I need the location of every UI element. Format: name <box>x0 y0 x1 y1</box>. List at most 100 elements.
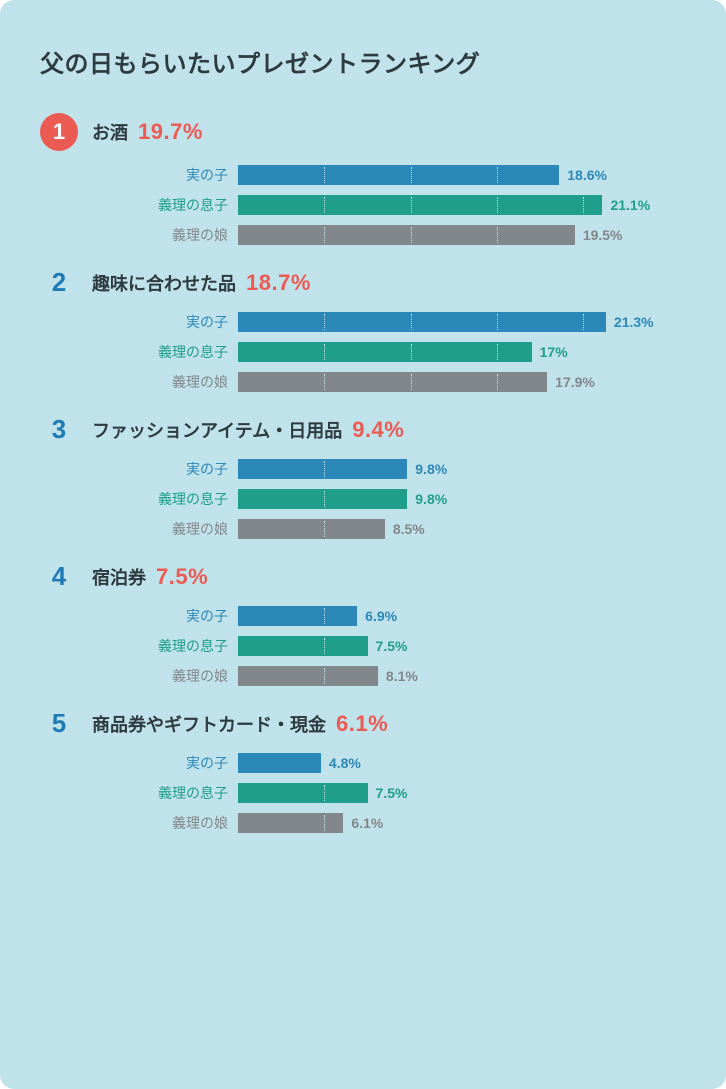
bar-value: 9.8% <box>415 461 447 477</box>
rank-block: 1 お酒 19.7% 実の子 18.6% 義理の息子21.1% 義理の娘 19.5% <box>40 113 686 245</box>
bar-fill <box>238 783 368 803</box>
rank-number: 3 <box>40 414 78 445</box>
rank-header: 2 趣味に合わせた品 18.7% <box>40 267 686 298</box>
bars-group: 実の子9.8%義理の息子9.8%義理の娘8.5% <box>40 459 686 539</box>
bar-value: 17.9% <box>555 374 595 390</box>
bar-row: 義理の娘 8.1% <box>58 666 686 686</box>
bar-label: 義理の娘 <box>58 372 238 392</box>
bar-label: 義理の息子 <box>58 783 238 803</box>
bar-fill <box>238 753 321 773</box>
bar-row: 義理の息子 7.5% <box>58 636 686 656</box>
bar-fill <box>238 813 343 833</box>
bar-value: 19.5% <box>583 227 623 243</box>
bar-row: 実の子 6.9% <box>58 606 686 626</box>
bar-fill <box>238 459 407 479</box>
bar-value: 7.5% <box>376 638 408 654</box>
bar-row: 実の子 4.8% <box>58 753 686 773</box>
bar-label: 義理の息子 <box>58 342 238 362</box>
bar-row: 実の子 21.3% <box>58 312 686 332</box>
bar-fill <box>238 489 407 509</box>
rank-block: 3ファッションアイテム・日用品9.4%実の子9.8%義理の息子9.8%義理の娘8… <box>40 414 686 539</box>
bar-row: 義理の娘 19.5% <box>58 225 686 245</box>
bar-track <box>238 813 343 833</box>
bar-label: 実の子 <box>58 606 238 626</box>
rank-percent: 6.1% <box>336 711 388 737</box>
bar-track <box>238 666 378 686</box>
bars-group: 実の子 4.8% 義理の息子 7.5% 義理の娘 6.1% <box>40 753 686 833</box>
bar-track <box>238 489 407 509</box>
bar-row: 義理の息子 17% <box>58 342 686 362</box>
bar-row: 義理の息子9.8% <box>58 489 686 509</box>
bar-value: 6.1% <box>351 815 383 831</box>
rank-label: お酒 <box>92 119 128 145</box>
bar-label: 義理の娘 <box>58 225 238 245</box>
bar-track <box>238 372 547 392</box>
bar-row: 義理の娘 6.1% <box>58 813 686 833</box>
bar-value: 21.1% <box>610 197 650 213</box>
bars-group: 実の子 18.6% 義理の息子21.1% 義理の娘 19.5% <box>40 165 686 245</box>
rank-percent: 9.4% <box>352 417 404 443</box>
bar-value: 21.3% <box>614 314 654 330</box>
rank-number: 4 <box>40 561 78 592</box>
bar-row: 実の子 18.6% <box>58 165 686 185</box>
bar-value: 7.5% <box>376 785 408 801</box>
bar-fill <box>238 636 368 656</box>
bar-value: 4.8% <box>329 755 361 771</box>
bar-label: 実の子 <box>58 312 238 332</box>
rank-block: 2 趣味に合わせた品 18.7% 実の子 21.3% 義理の息子 17% 義理の娘 17.9% <box>40 267 686 392</box>
bar-fill <box>238 666 378 686</box>
bar-row: 義理の娘8.5% <box>58 519 686 539</box>
bar-fill <box>238 225 575 245</box>
bar-value: 9.8% <box>415 491 447 507</box>
bar-fill <box>238 372 547 392</box>
rank-header: 1 お酒 19.7% <box>40 113 686 151</box>
bar-track <box>238 606 357 626</box>
bar-track <box>238 636 368 656</box>
bar-value: 6.9% <box>365 608 397 624</box>
rank-header: 5 商品券やギフトカード・現金 6.1% <box>40 708 686 739</box>
rank-number: 5 <box>40 708 78 739</box>
bar-value: 8.5% <box>393 521 425 537</box>
rank-percent: 19.7% <box>138 119 203 145</box>
ranking-card: 父の日もらいたいプレゼントランキング 1 お酒 19.7% 実の子 18.6% 義理の息子… <box>0 0 726 1089</box>
bar-track <box>238 342 532 362</box>
bar-fill <box>238 342 532 362</box>
bar-label: 義理の娘 <box>58 666 238 686</box>
bar-track <box>238 195 602 215</box>
bar-label: 実の子 <box>58 753 238 773</box>
bar-row: 義理の娘 17.9% <box>58 372 686 392</box>
bar-track <box>238 225 575 245</box>
rank-number: 2 <box>40 267 78 298</box>
bar-row: 義理の息子21.1% <box>58 195 686 215</box>
bar-label: 義理の娘 <box>58 813 238 833</box>
rank-header: 4 宿泊券 7.5% <box>40 561 686 592</box>
rank-label: 宿泊券 <box>92 564 146 590</box>
bar-fill <box>238 312 606 332</box>
bar-value: 18.6% <box>567 167 607 183</box>
bar-label: 実の子 <box>58 459 238 479</box>
bar-row: 義理の息子 7.5% <box>58 783 686 803</box>
bar-label: 実の子 <box>58 165 238 185</box>
bar-value: 8.1% <box>386 668 418 684</box>
bar-fill <box>238 195 602 215</box>
rank-label: 商品券やギフトカード・現金 <box>92 711 326 737</box>
rank-percent: 18.7% <box>246 270 311 296</box>
ranks-container: 1お酒19.7%実の子18.6%義理の息子21.1%義理の娘19.5%2趣味に合… <box>40 113 686 833</box>
rank-badge: 1 <box>40 113 78 151</box>
rank-label: ファッションアイテム・日用品 <box>92 417 342 443</box>
rank-percent: 7.5% <box>156 564 208 590</box>
bar-label: 義理の息子 <box>58 636 238 656</box>
bar-track <box>238 783 368 803</box>
bar-track <box>238 519 385 539</box>
bar-track <box>238 165 559 185</box>
bars-group: 実の子 6.9% 義理の息子 7.5% 義理の娘 8.1% <box>40 606 686 686</box>
bar-row: 実の子 9.8% <box>58 459 686 479</box>
bars-group: 実の子 21.3% 義理の息子 17% 義理の娘 17.9% <box>40 312 686 392</box>
bar-value: 17% <box>540 344 568 360</box>
bar-fill <box>238 606 357 626</box>
bar-fill <box>238 519 385 539</box>
rank-label: 趣味に合わせた品 <box>92 270 236 296</box>
rank-header: 3 ファッションアイテム・日用品 9.4% <box>40 414 686 445</box>
rank-block: 5 商品券やギフトカード・現金 6.1% 実の子 4.8% 義理の息子 7.5% 義理の娘 6.… <box>40 708 686 833</box>
chart-title: 父の日もらいたいプレゼントランキング <box>40 44 686 79</box>
